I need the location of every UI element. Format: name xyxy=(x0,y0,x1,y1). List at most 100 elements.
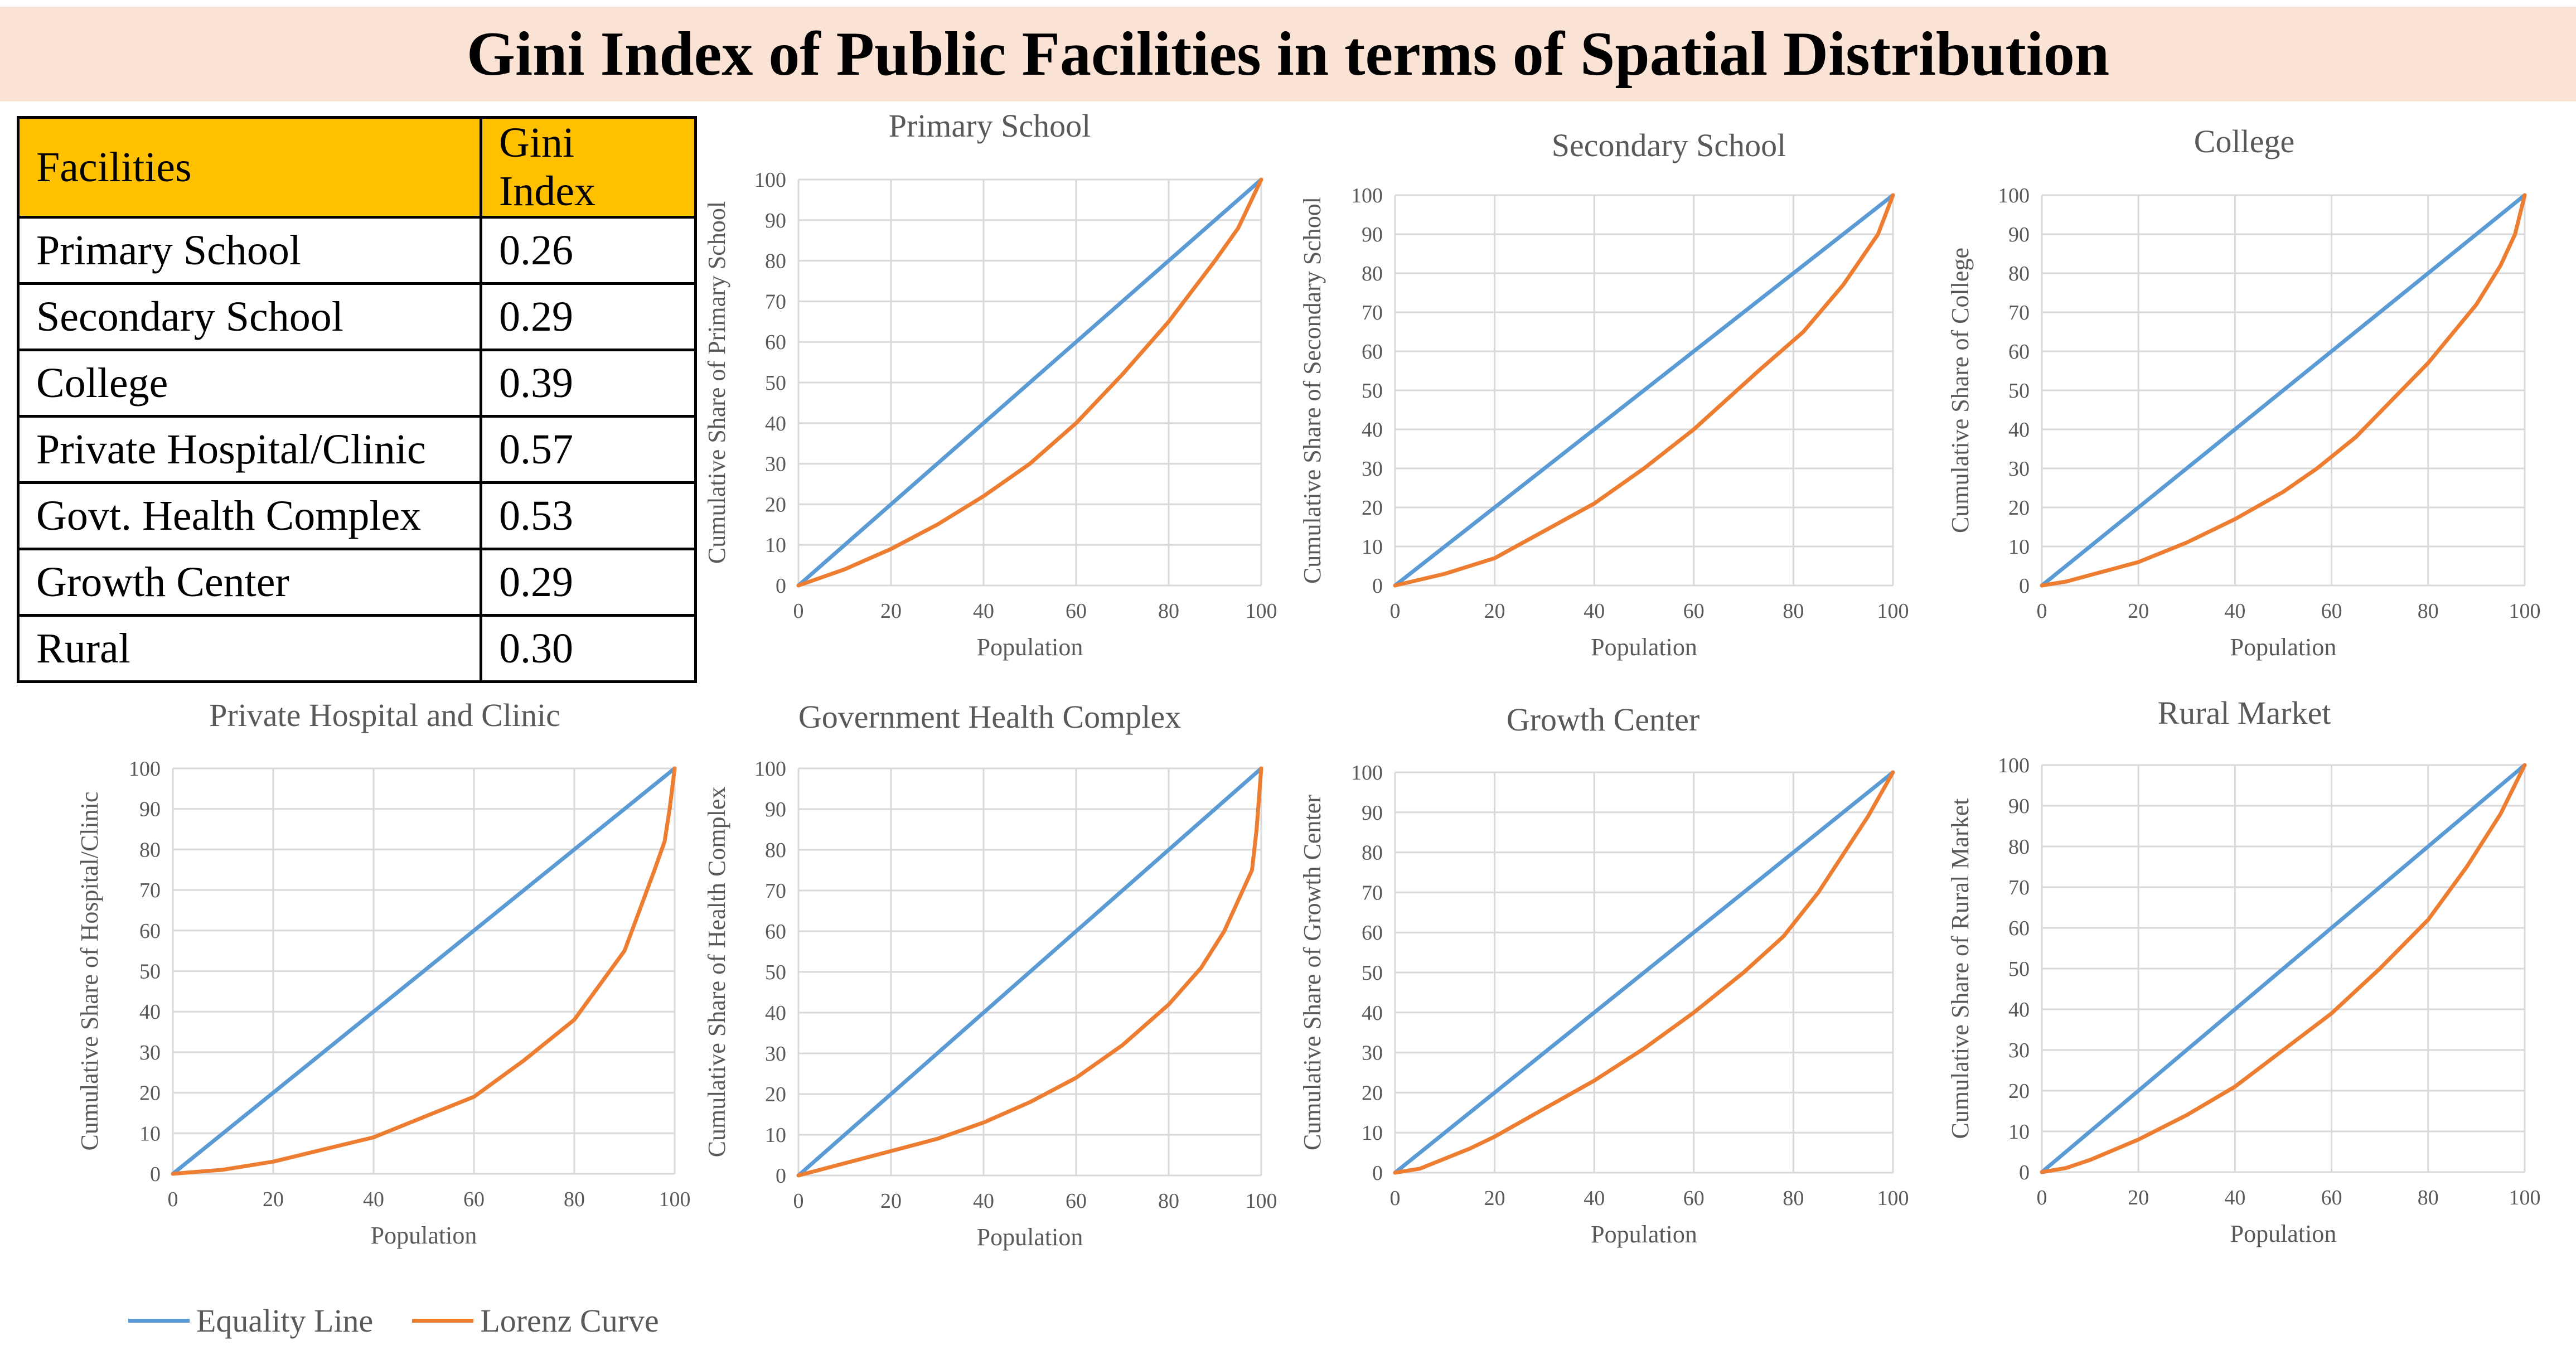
y-tick-label: 70 xyxy=(139,879,161,902)
y-axis-label: Cumulative Share of Secondary School xyxy=(1299,197,1326,584)
y-tick-label: 30 xyxy=(765,453,786,476)
y-axis-label: Cumulative Share of Rural Market xyxy=(1946,799,1974,1139)
x-axis-label: Population xyxy=(977,1223,1083,1251)
y-tick-label: 0 xyxy=(776,1164,786,1188)
y-tick-label: 0 xyxy=(2019,1161,2030,1184)
legend-item-equality: Equality Line xyxy=(128,1302,373,1339)
x-tick-label: 100 xyxy=(659,1188,691,1211)
y-tick-label: 20 xyxy=(139,1082,161,1105)
y-tick-label: 100 xyxy=(1351,761,1383,785)
chart-2: 0 10 20 30 40 50 60 70 80 90 100 0 20 40 60 80 100 Colleg… xyxy=(1946,123,2541,661)
y-tick-label: 100 xyxy=(1998,754,2030,777)
y-tick-label: 30 xyxy=(1362,1042,1383,1065)
y-tick-label: 30 xyxy=(765,1042,786,1066)
y-tick-label: 60 xyxy=(765,331,786,354)
y-tick-label: 100 xyxy=(1998,184,2030,207)
y-tick-label: 100 xyxy=(754,168,786,192)
y-tick-label: 50 xyxy=(765,961,786,984)
y-tick-label: 90 xyxy=(765,798,786,821)
chart-title: College xyxy=(2194,123,2294,159)
equality-line xyxy=(2040,193,2527,588)
x-tick-label: 20 xyxy=(1484,599,1505,623)
legend-swatch-equality xyxy=(128,1319,190,1323)
title-banner: Gini Index of Public Facilities in terms… xyxy=(0,7,2576,101)
y-tick-label: 80 xyxy=(2008,262,2030,286)
x-tick-label: 0 xyxy=(793,1189,804,1213)
lorenz-curve xyxy=(1393,770,1895,1175)
equality-line xyxy=(171,766,677,1176)
chart-6: 0 10 20 30 40 50 60 70 80 90 100 0 20 40 60 80 100 Rural … xyxy=(1946,695,2541,1247)
y-tick-label: 30 xyxy=(1362,457,1383,481)
lorenz-curve xyxy=(171,766,677,1176)
x-tick-label: 40 xyxy=(973,1189,994,1213)
equality-line xyxy=(1393,770,1895,1175)
y-tick-label: 10 xyxy=(2008,535,2030,559)
y-tick-label: 10 xyxy=(765,534,786,557)
y-tick-label: 30 xyxy=(2008,457,2030,481)
y-tick-label: 40 xyxy=(2008,998,2030,1022)
facility-cell: Govt. Health Complex xyxy=(17,481,482,550)
x-axis-label: Population xyxy=(1591,633,1697,661)
x-tick-label: 20 xyxy=(2128,1186,2149,1209)
x-tick-label: 40 xyxy=(363,1188,384,1211)
gini-cell: 0.53 xyxy=(480,481,697,550)
facility-cell: Secondary School xyxy=(17,282,482,351)
x-tick-label: 40 xyxy=(2224,1186,2245,1209)
y-tick-label: 60 xyxy=(139,920,161,943)
x-tick-label: 80 xyxy=(564,1188,585,1211)
x-tick-label: 80 xyxy=(2418,1186,2439,1209)
table-row: College 0.39 xyxy=(17,349,697,418)
lorenz-curve xyxy=(2040,193,2527,588)
equality-line xyxy=(1393,193,1895,588)
lorenz-curve xyxy=(2040,763,2527,1174)
y-tick-label: 70 xyxy=(2008,876,2030,899)
x-tick-label: 60 xyxy=(1683,1187,1705,1210)
x-tick-label: 0 xyxy=(2037,599,2047,623)
lorenz-curve xyxy=(796,766,1263,1178)
y-tick-label: 70 xyxy=(1362,301,1383,325)
chart-3: 0 10 20 30 40 50 60 70 80 90 100 0 20 40 60 80 100 Privat… xyxy=(76,697,691,1249)
legend-swatch-lorenz xyxy=(412,1319,474,1323)
y-tick-label: 80 xyxy=(139,838,161,862)
y-tick-label: 90 xyxy=(765,209,786,233)
legend-label-lorenz: Lorenz Curve xyxy=(480,1303,659,1339)
x-tick-label: 80 xyxy=(1783,1187,1804,1210)
equality-line xyxy=(796,766,1263,1178)
y-tick-label: 20 xyxy=(1362,1081,1383,1105)
y-tick-label: 20 xyxy=(765,1083,786,1106)
chart-1: 0 10 20 30 40 50 60 70 80 90 100 0 20 40 60 80 100 Second… xyxy=(1299,127,1909,661)
y-tick-label: 40 xyxy=(2008,418,2030,442)
y-tick-label: 90 xyxy=(1362,223,1383,246)
y-tick-label: 90 xyxy=(139,798,161,821)
facility-cell: Growth Center xyxy=(17,548,482,617)
chart-title: Private Hospital and Clinic xyxy=(209,697,560,733)
x-tick-label: 40 xyxy=(1584,599,1605,623)
y-tick-label: 50 xyxy=(139,960,161,984)
chart-0: 0 10 20 30 40 50 60 70 80 90 100 0 20 40 60 80 100 Primar… xyxy=(703,108,1277,661)
x-tick-label: 20 xyxy=(2128,599,2149,623)
y-tick-label: 50 xyxy=(1362,961,1383,985)
y-tick-label: 100 xyxy=(129,757,161,781)
table-row: Govt. Health Complex 0.53 xyxy=(17,481,697,550)
chart-title: Rural Market xyxy=(2158,695,2331,731)
x-tick-label: 40 xyxy=(973,599,994,623)
table-header-gini-index: Gini Index xyxy=(480,116,697,219)
table-row: Growth Center 0.29 xyxy=(17,548,697,617)
y-tick-label: 60 xyxy=(2008,340,2030,364)
table-header-row: Facilities Gini Index xyxy=(17,116,697,219)
x-tick-label: 60 xyxy=(1683,599,1705,623)
x-tick-label: 60 xyxy=(2321,1186,2342,1209)
y-tick-label: 40 xyxy=(1362,418,1383,442)
x-tick-label: 20 xyxy=(263,1188,284,1211)
x-axis-label: Population xyxy=(1591,1221,1697,1248)
y-tick-label: 70 xyxy=(2008,301,2030,325)
x-tick-label: 60 xyxy=(1066,599,1087,623)
y-axis-label: Cumulative Share of Health Complex xyxy=(703,787,730,1158)
x-tick-label: 0 xyxy=(793,599,804,623)
x-tick-label: 100 xyxy=(1877,599,1909,623)
y-tick-label: 0 xyxy=(2019,574,2030,598)
y-tick-label: 40 xyxy=(1362,1001,1383,1025)
x-tick-label: 80 xyxy=(1783,599,1804,623)
table-row: Primary School 0.26 xyxy=(17,216,697,285)
y-tick-label: 80 xyxy=(1362,262,1383,286)
